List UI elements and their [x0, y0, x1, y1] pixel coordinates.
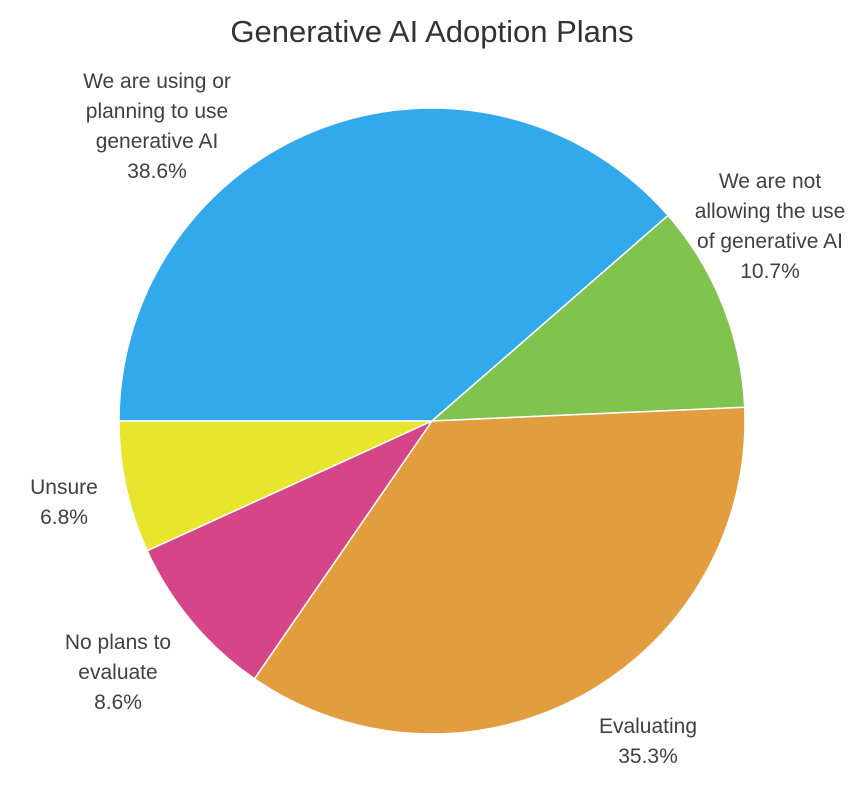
slice-label-line: planning to use — [86, 100, 228, 123]
pie-slices — [118, 107, 746, 735]
pie-slice — [429, 214, 746, 422]
slice-labels: We are using or planning to use generative… — [30, 70, 845, 768]
slice-label-line: allowing the use — [695, 200, 846, 223]
slice-label-line: evaluate — [78, 661, 157, 684]
slice-label-line: We are using or — [83, 70, 231, 93]
slice-percent-label: 10.7% — [740, 260, 800, 283]
slice-percent-label: 35.3% — [618, 745, 678, 768]
slice-percent-label: 38.6% — [127, 160, 187, 183]
slice-label: No plans to evaluate 8.6% — [65, 631, 171, 714]
pie-slice — [118, 107, 670, 422]
slice-label: We are not allowing the use of generative … — [695, 170, 846, 283]
slice-label: Unsure 6.8% — [30, 476, 98, 529]
slice-percent-label: 6.8% — [40, 506, 88, 529]
slice-percent-label: 8.6% — [94, 691, 142, 714]
pie-slice — [118, 420, 433, 552]
slice-label-line: generative AI — [96, 130, 219, 153]
slice-label-line: We are not — [719, 170, 821, 193]
slice-label-line: No plans to — [65, 631, 171, 654]
slice-label-line: Evaluating — [599, 715, 697, 738]
slice-label: Evaluating 35.3% — [599, 715, 697, 768]
slice-label-line: Unsure — [30, 476, 98, 499]
pie-slice — [253, 406, 746, 735]
chart-title: Generative AI Adoption Plans — [230, 14, 633, 49]
slice-label: We are using or planning to use generative… — [83, 70, 231, 183]
slice-label-line: of generative AI — [697, 230, 843, 253]
pie-slice — [146, 419, 435, 680]
